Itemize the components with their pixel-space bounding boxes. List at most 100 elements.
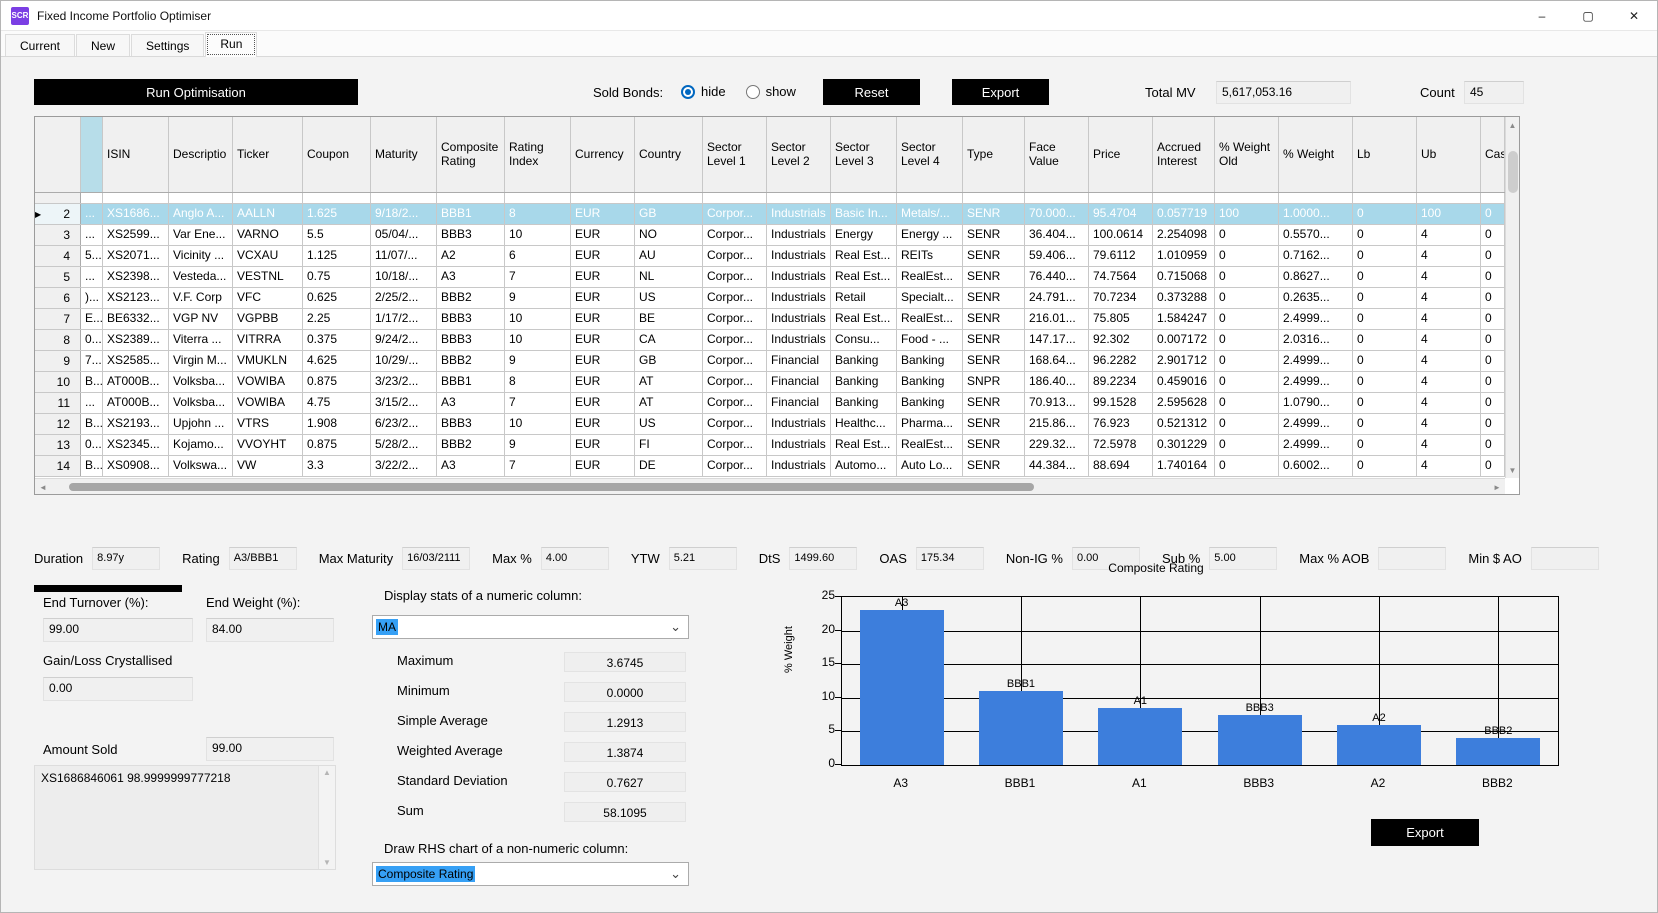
- table-cell[interactable]: VITRRA: [233, 330, 303, 350]
- table-cell[interactable]: 10/29/...: [371, 351, 437, 371]
- table-cell[interactable]: 0.459016: [1153, 372, 1215, 392]
- table-cell[interactable]: EUR: [571, 414, 635, 434]
- table-cell[interactable]: 229.32...: [1025, 435, 1089, 455]
- table-cell[interactable]: 2.4999...: [1279, 309, 1353, 329]
- table-cell[interactable]: Corpor...: [703, 456, 767, 476]
- table-cell[interactable]: 10: [505, 309, 571, 329]
- table-cell[interactable]: 4: [1417, 456, 1481, 476]
- table-row[interactable]: 7 E... BE6332... VGP NV VGPBB 2.25 1/17/2... BB…: [35, 309, 1505, 330]
- column-header[interactable]: Accrued Interest: [1153, 117, 1215, 192]
- table-cell[interactable]: 74.7564: [1089, 267, 1153, 287]
- horizontal-scrollbar[interactable]: ◄ ►: [35, 478, 1505, 494]
- table-cell[interactable]: SENR: [963, 204, 1025, 224]
- table-cell[interactable]: V.F. Corp: [169, 288, 233, 308]
- table-cell[interactable]: EUR: [571, 456, 635, 476]
- table-cell[interactable]: 6/23/2...: [371, 414, 437, 434]
- table-row[interactable]: 13 0... XS2345... Kojamo... VVOYHT 0.875 5/28/…: [35, 435, 1505, 456]
- table-cell[interactable]: SENR: [963, 435, 1025, 455]
- table-cell[interactable]: 168.64...: [1025, 351, 1089, 371]
- table-cell[interactable]: AALLN: [233, 204, 303, 224]
- table-cell[interactable]: BBB3: [437, 330, 505, 350]
- table-cell[interactable]: Volkswa...: [169, 456, 233, 476]
- row-header[interactable]: 8: [35, 330, 81, 350]
- table-cell[interactable]: 5.5: [303, 225, 371, 245]
- table-cell[interactable]: BBB3: [437, 225, 505, 245]
- table-cell[interactable]: 0.521312: [1153, 414, 1215, 434]
- table-cell[interactable]: EUR: [571, 204, 635, 224]
- table-cell[interactable]: Industrials: [767, 267, 831, 287]
- table-cell[interactable]: 2.595628: [1153, 393, 1215, 413]
- table-cell[interactable]: Upjohn ...: [169, 414, 233, 434]
- table-cell[interactable]: AT000B...: [103, 393, 169, 413]
- tab-current[interactable]: Current: [5, 34, 76, 56]
- gain-loss-field[interactable]: 0.00: [43, 677, 193, 701]
- table-cell[interactable]: EUR: [571, 372, 635, 392]
- table-cell[interactable]: 0: [1215, 246, 1279, 266]
- column-header[interactable]: Composite Rating: [437, 117, 505, 192]
- table-cell[interactable]: VVOYHT: [233, 435, 303, 455]
- table-cell[interactable]: 0.2635...: [1279, 288, 1353, 308]
- table-cell[interactable]: 3/22/2...: [371, 456, 437, 476]
- chevron-down-icon[interactable]: ⌄: [670, 619, 681, 634]
- table-cell[interactable]: 7: [505, 393, 571, 413]
- table-cell[interactable]: 2.901712: [1153, 351, 1215, 371]
- table-cell[interactable]: 0: [1215, 351, 1279, 371]
- portfolio-stat-field[interactable]: 5.00: [1209, 547, 1278, 570]
- table-cell[interactable]: 0.057719: [1153, 204, 1215, 224]
- table-cell[interactable]: 8: [505, 204, 571, 224]
- table-cell[interactable]: Corpor...: [703, 246, 767, 266]
- table-cell[interactable]: 2.254098: [1153, 225, 1215, 245]
- table-cell[interactable]: 0: [1481, 309, 1505, 329]
- table-cell[interactable]: Real Est...: [831, 435, 897, 455]
- table-cell[interactable]: NO: [635, 225, 703, 245]
- horizontal-scroll-thumb[interactable]: [69, 483, 1034, 491]
- table-cell[interactable]: 2.4999...: [1279, 414, 1353, 434]
- column-header[interactable]: Descriptio: [169, 117, 233, 192]
- table-cell[interactable]: 4: [1417, 246, 1481, 266]
- column-header[interactable]: Maturity: [371, 117, 437, 192]
- portfolio-stat-field[interactable]: 8.97y: [92, 547, 161, 570]
- table-cell[interactable]: 0: [1481, 330, 1505, 350]
- table-cell[interactable]: Corpor...: [703, 393, 767, 413]
- table-cell[interactable]: XS2398...: [103, 267, 169, 287]
- table-cell[interactable]: 4.75: [303, 393, 371, 413]
- table-cell[interactable]: 100: [1417, 204, 1481, 224]
- textarea-scrollbar[interactable]: ▲ ▼: [318, 766, 335, 869]
- table-cell[interactable]: 0: [1215, 456, 1279, 476]
- table-cell[interactable]: BBB1: [437, 204, 505, 224]
- table-cell[interactable]: EUR: [571, 393, 635, 413]
- table-cell[interactable]: BBB2: [437, 351, 505, 371]
- table-cell[interactable]: VFC: [233, 288, 303, 308]
- table-cell[interactable]: SENR: [963, 351, 1025, 371]
- table-cell[interactable]: 99.1528: [1089, 393, 1153, 413]
- table-cell[interactable]: SNPR: [963, 372, 1025, 392]
- column-header[interactable]: Face Value: [1025, 117, 1089, 192]
- scroll-up-arrow[interactable]: ▲: [1508, 120, 1517, 130]
- table-cell[interactable]: Healthc...: [831, 414, 897, 434]
- table-cell[interactable]: XS2585...: [103, 351, 169, 371]
- portfolio-stat-field[interactable]: 16/03/2111: [402, 547, 471, 570]
- table-cell[interactable]: Corpor...: [703, 309, 767, 329]
- table-cell[interactable]: 0: [1215, 225, 1279, 245]
- table-cell[interactable]: EUR: [571, 267, 635, 287]
- table-cell[interactable]: 70.000...: [1025, 204, 1089, 224]
- table-cell[interactable]: 3/15/2...: [371, 393, 437, 413]
- column-header[interactable]: Lb: [1353, 117, 1417, 192]
- table-cell[interactable]: 76.440...: [1025, 267, 1089, 287]
- row-header[interactable]: 6: [35, 288, 81, 308]
- table-cell[interactable]: Retail: [831, 288, 897, 308]
- table-cell[interactable]: Food - ...: [897, 330, 963, 350]
- table-cell[interactable]: 0: [1481, 393, 1505, 413]
- table-row[interactable]: 10 B... AT000B... Volksba... VOWIBA 0.875 3/23…: [35, 372, 1505, 393]
- table-cell[interactable]: ...: [81, 225, 103, 245]
- table-cell[interactable]: 76.923: [1089, 414, 1153, 434]
- textarea-scroll-up-icon[interactable]: ▲: [323, 768, 331, 777]
- table-cell[interactable]: 0.715068: [1153, 267, 1215, 287]
- column-header[interactable]: Sector Level 4: [897, 117, 963, 192]
- table-cell[interactable]: 0: [1353, 246, 1417, 266]
- table-row[interactable]: 14 B... XS0908... Volkswa... VW 3.3 3/22/2... A…: [35, 456, 1505, 477]
- table-cell[interactable]: VTRS: [233, 414, 303, 434]
- table-cell[interactable]: Vesteda...: [169, 267, 233, 287]
- table-cell[interactable]: 0: [1215, 435, 1279, 455]
- portfolio-stat-field[interactable]: [1378, 547, 1447, 570]
